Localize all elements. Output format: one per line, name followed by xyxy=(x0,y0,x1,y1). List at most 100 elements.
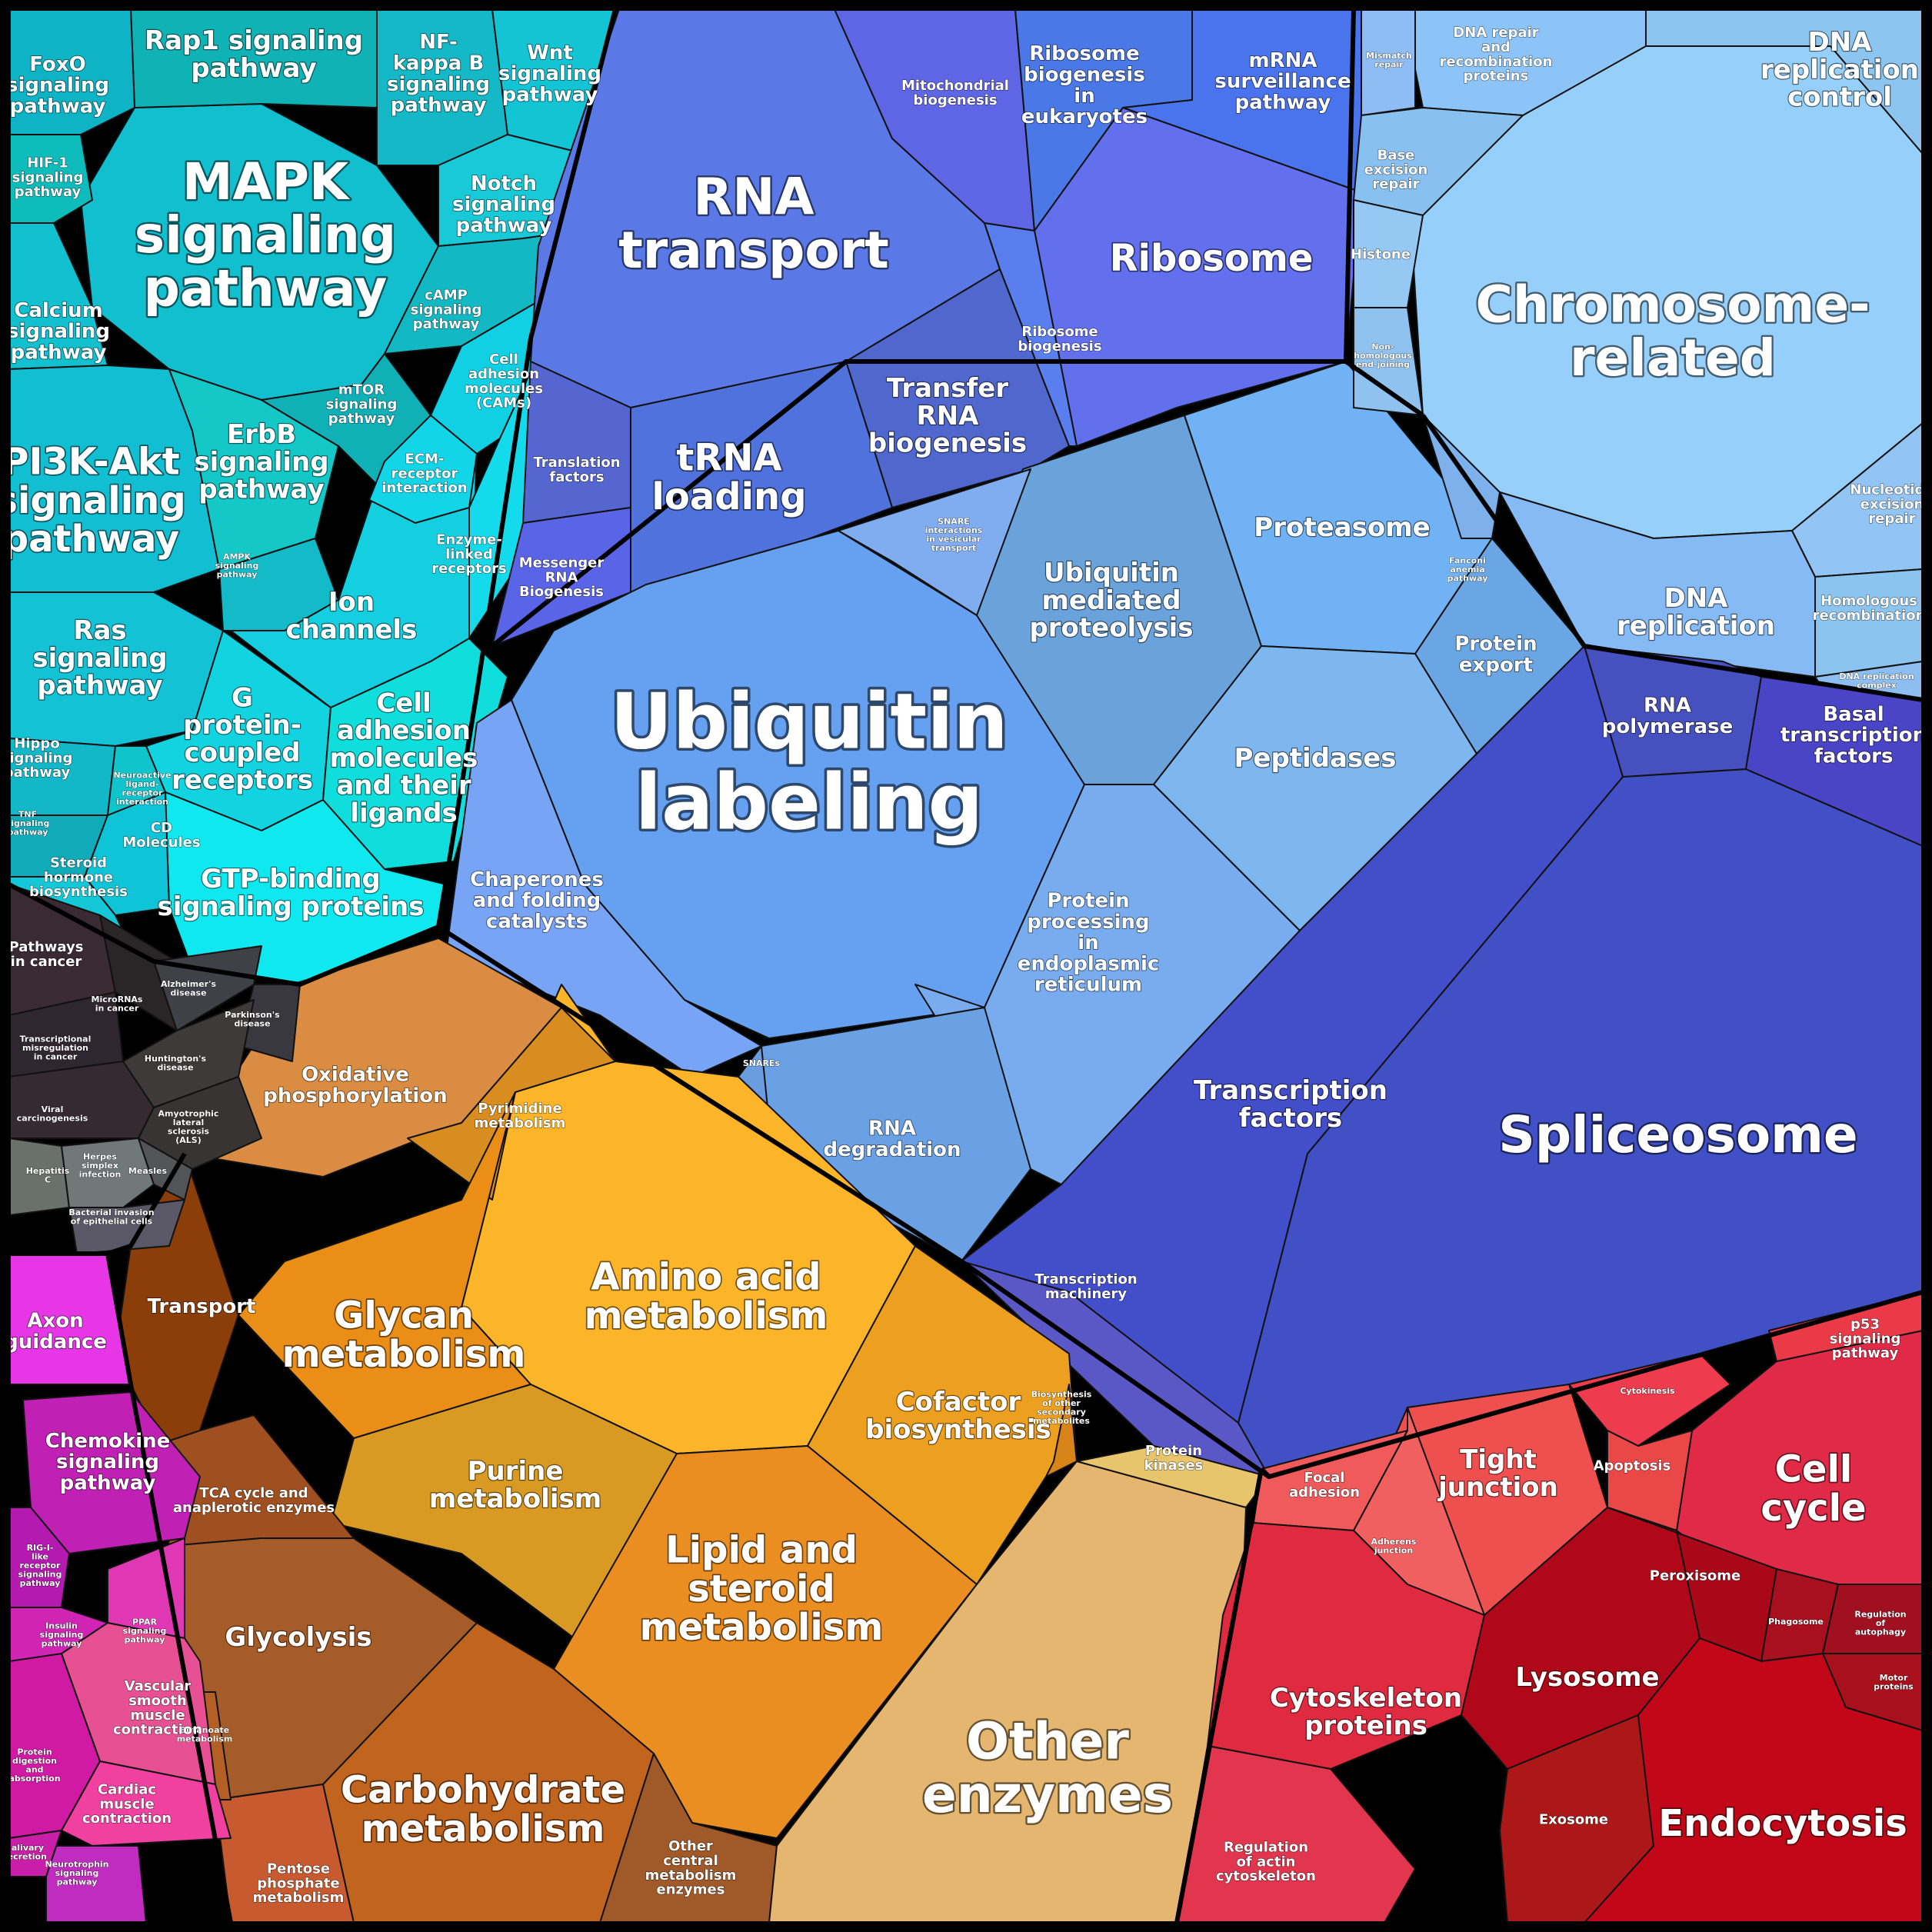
cell-label-line: Ribosome xyxy=(1110,237,1314,280)
cell-label-line: Basal xyxy=(1823,703,1884,726)
cell-label-ubiqlab: Ubiquitin labeling xyxy=(610,677,1008,848)
group-border-5 xyxy=(1344,8,1356,362)
cell-label-line: sclerosis xyxy=(168,1127,210,1137)
cell-label-line: Parkinson's xyxy=(225,1010,280,1020)
cell-label-line: NF- xyxy=(419,31,458,54)
cell-label-line: Messenger xyxy=(519,555,605,571)
cell-label-line: Peptidases xyxy=(1234,743,1396,774)
cell-label-txmisreg: Transcriptional misregulation in cancer xyxy=(20,1034,92,1061)
cell-label-line: transcription xyxy=(1780,724,1927,747)
cell-label-line: Cell xyxy=(489,351,518,368)
cell-label-line: pathway xyxy=(8,827,48,837)
cell-label-line: surveillance xyxy=(1214,70,1351,93)
cell-label-line: end-joining xyxy=(1356,359,1410,369)
cell-label-line: DNA repair xyxy=(1453,25,1538,41)
cell-label-line: infection xyxy=(79,1169,122,1179)
cell-label-line: Wnt xyxy=(527,42,573,65)
cell-apoptosis xyxy=(1607,1430,1693,1531)
group-border-0 xyxy=(436,8,618,928)
cell-label-line: adhesion xyxy=(468,366,539,382)
cell-label-line: central xyxy=(663,1853,718,1869)
cell-label-line: receptors xyxy=(172,764,313,795)
cell-label-line: linked xyxy=(445,546,493,562)
cell-label-line: Regulation xyxy=(1854,1609,1906,1619)
cell-label-line: Protein xyxy=(17,1747,52,1757)
cell-label-line: pathway xyxy=(502,83,598,106)
cell-label-line: Other xyxy=(966,1711,1129,1770)
cell-label-line: pathway xyxy=(15,184,82,200)
cell-label-line: Regulation xyxy=(1224,1839,1308,1855)
cell-label-line: Transcription xyxy=(1034,1271,1137,1287)
cell-label-line: junction xyxy=(1374,1546,1413,1556)
cell-label-line: Neurotrophin xyxy=(45,1859,108,1869)
cell-label-hif1: HIF-1 signaling pathway xyxy=(12,155,84,200)
cell-label-peroxisome: Peroxisome xyxy=(1650,1567,1740,1584)
cell-label-line: Endocytosis xyxy=(1658,1802,1907,1845)
cell-label-line: labeling xyxy=(635,758,984,848)
cell-hepc xyxy=(8,1138,70,1216)
cell-label-line: Motor xyxy=(1880,1673,1908,1683)
cell-label-line: Nucleotide xyxy=(1850,481,1932,498)
cell-label-line: pathway xyxy=(328,411,395,427)
cell-label-line: pathway xyxy=(125,1634,165,1644)
cell-label-line: MicroRNAs xyxy=(92,994,143,1004)
cell-label-alzheimer: Alzheimer's disease xyxy=(161,979,216,998)
cell-label-measles: Measles xyxy=(128,1166,168,1176)
cell-label-line: signaling xyxy=(135,205,396,265)
cell-label-line: of xyxy=(1876,1618,1886,1628)
cell-neuro xyxy=(107,745,166,816)
cell-label-line: Adherens xyxy=(1371,1537,1417,1547)
cell-label-line: pathway xyxy=(191,53,316,84)
cell-label-line: GTP-binding xyxy=(201,864,381,894)
cell-label-lysosome: Lysosome xyxy=(1515,1662,1659,1693)
cell-label-line: metabolism xyxy=(645,1867,737,1884)
cell-label-line: Calcium xyxy=(14,299,102,322)
cell-label-line: signaling xyxy=(18,1569,62,1579)
cell-cytokinesis xyxy=(1568,1353,1731,1447)
cell-label-line: mRNA xyxy=(1249,49,1317,72)
cell-label-line: Pentose xyxy=(267,1860,330,1877)
cell-label-line: reticulum xyxy=(1034,974,1142,997)
cell-label-wnt: Wnt signaling pathway xyxy=(498,42,601,107)
cell-label-line: Transfer xyxy=(887,373,1008,404)
cell-label-enzlinked: Enzyme-linked receptors xyxy=(431,531,506,577)
cell-label-line: receptor xyxy=(122,788,164,798)
cell-label-line: Ion xyxy=(328,587,375,618)
cell-label-regauto: Regulation of autophagy xyxy=(1854,1609,1906,1637)
cell-label-line: pathway xyxy=(10,95,106,118)
cell-bacterial xyxy=(68,1199,185,1254)
cell-label-line: biogenesis xyxy=(1024,63,1145,86)
cell-label-secondary: Biosynthesis of other secondary metabolites xyxy=(1031,1390,1092,1427)
cell-label-line: pathway xyxy=(57,1877,98,1887)
cell-label-line: Glycolysis xyxy=(225,1622,371,1653)
cell-label-line: Oxidative xyxy=(301,1063,409,1086)
cell-label-line: Chromosome- xyxy=(1476,275,1870,334)
cell-label-line: pathway xyxy=(391,94,487,117)
cell-label-line: TCA cycle and xyxy=(199,1485,308,1501)
cell-ber xyxy=(1353,107,1524,216)
cell-label-line: in xyxy=(1078,931,1098,954)
cell-label-line: complex xyxy=(1857,681,1897,691)
cell-label-butanoate: Butanoate metabolism xyxy=(177,1725,233,1744)
cell-label-purine: Purine metabolism xyxy=(429,1456,601,1514)
cell-label-snare: SNARE interactions in vesicular transport xyxy=(925,517,983,554)
cell-label-line: Base xyxy=(1377,147,1415,163)
cell-label-line: Chaperones xyxy=(470,868,604,891)
cell-label-line: phosphate xyxy=(257,1875,339,1891)
cell-label-line: signaling xyxy=(6,74,109,97)
cell-label-line: Cytokinesis xyxy=(1620,1386,1675,1396)
cell-label-line: Cell xyxy=(376,688,431,719)
cell-label-line: misregulation xyxy=(22,1043,88,1053)
cell-label-hepc: Hepatitis C xyxy=(26,1166,70,1185)
cell-label-line: metabolism xyxy=(475,1115,566,1131)
cell-label-line: of actin xyxy=(1237,1854,1296,1870)
cell-label-line: pathway xyxy=(217,569,258,579)
cell-label-carbo: Carbohydrate metabolism xyxy=(341,1769,625,1850)
cell-label-spliceosome: Spliceosome xyxy=(1498,1105,1857,1164)
cell-label-line: repair xyxy=(1374,60,1404,70)
cell-label-line: molecules xyxy=(330,743,478,774)
cell-label-line: Neuroactive xyxy=(113,771,171,781)
cell-label-line: RNA xyxy=(1644,694,1691,717)
cell-label-line: signaling xyxy=(498,62,601,85)
cell-label-line: Hippo xyxy=(14,735,59,751)
